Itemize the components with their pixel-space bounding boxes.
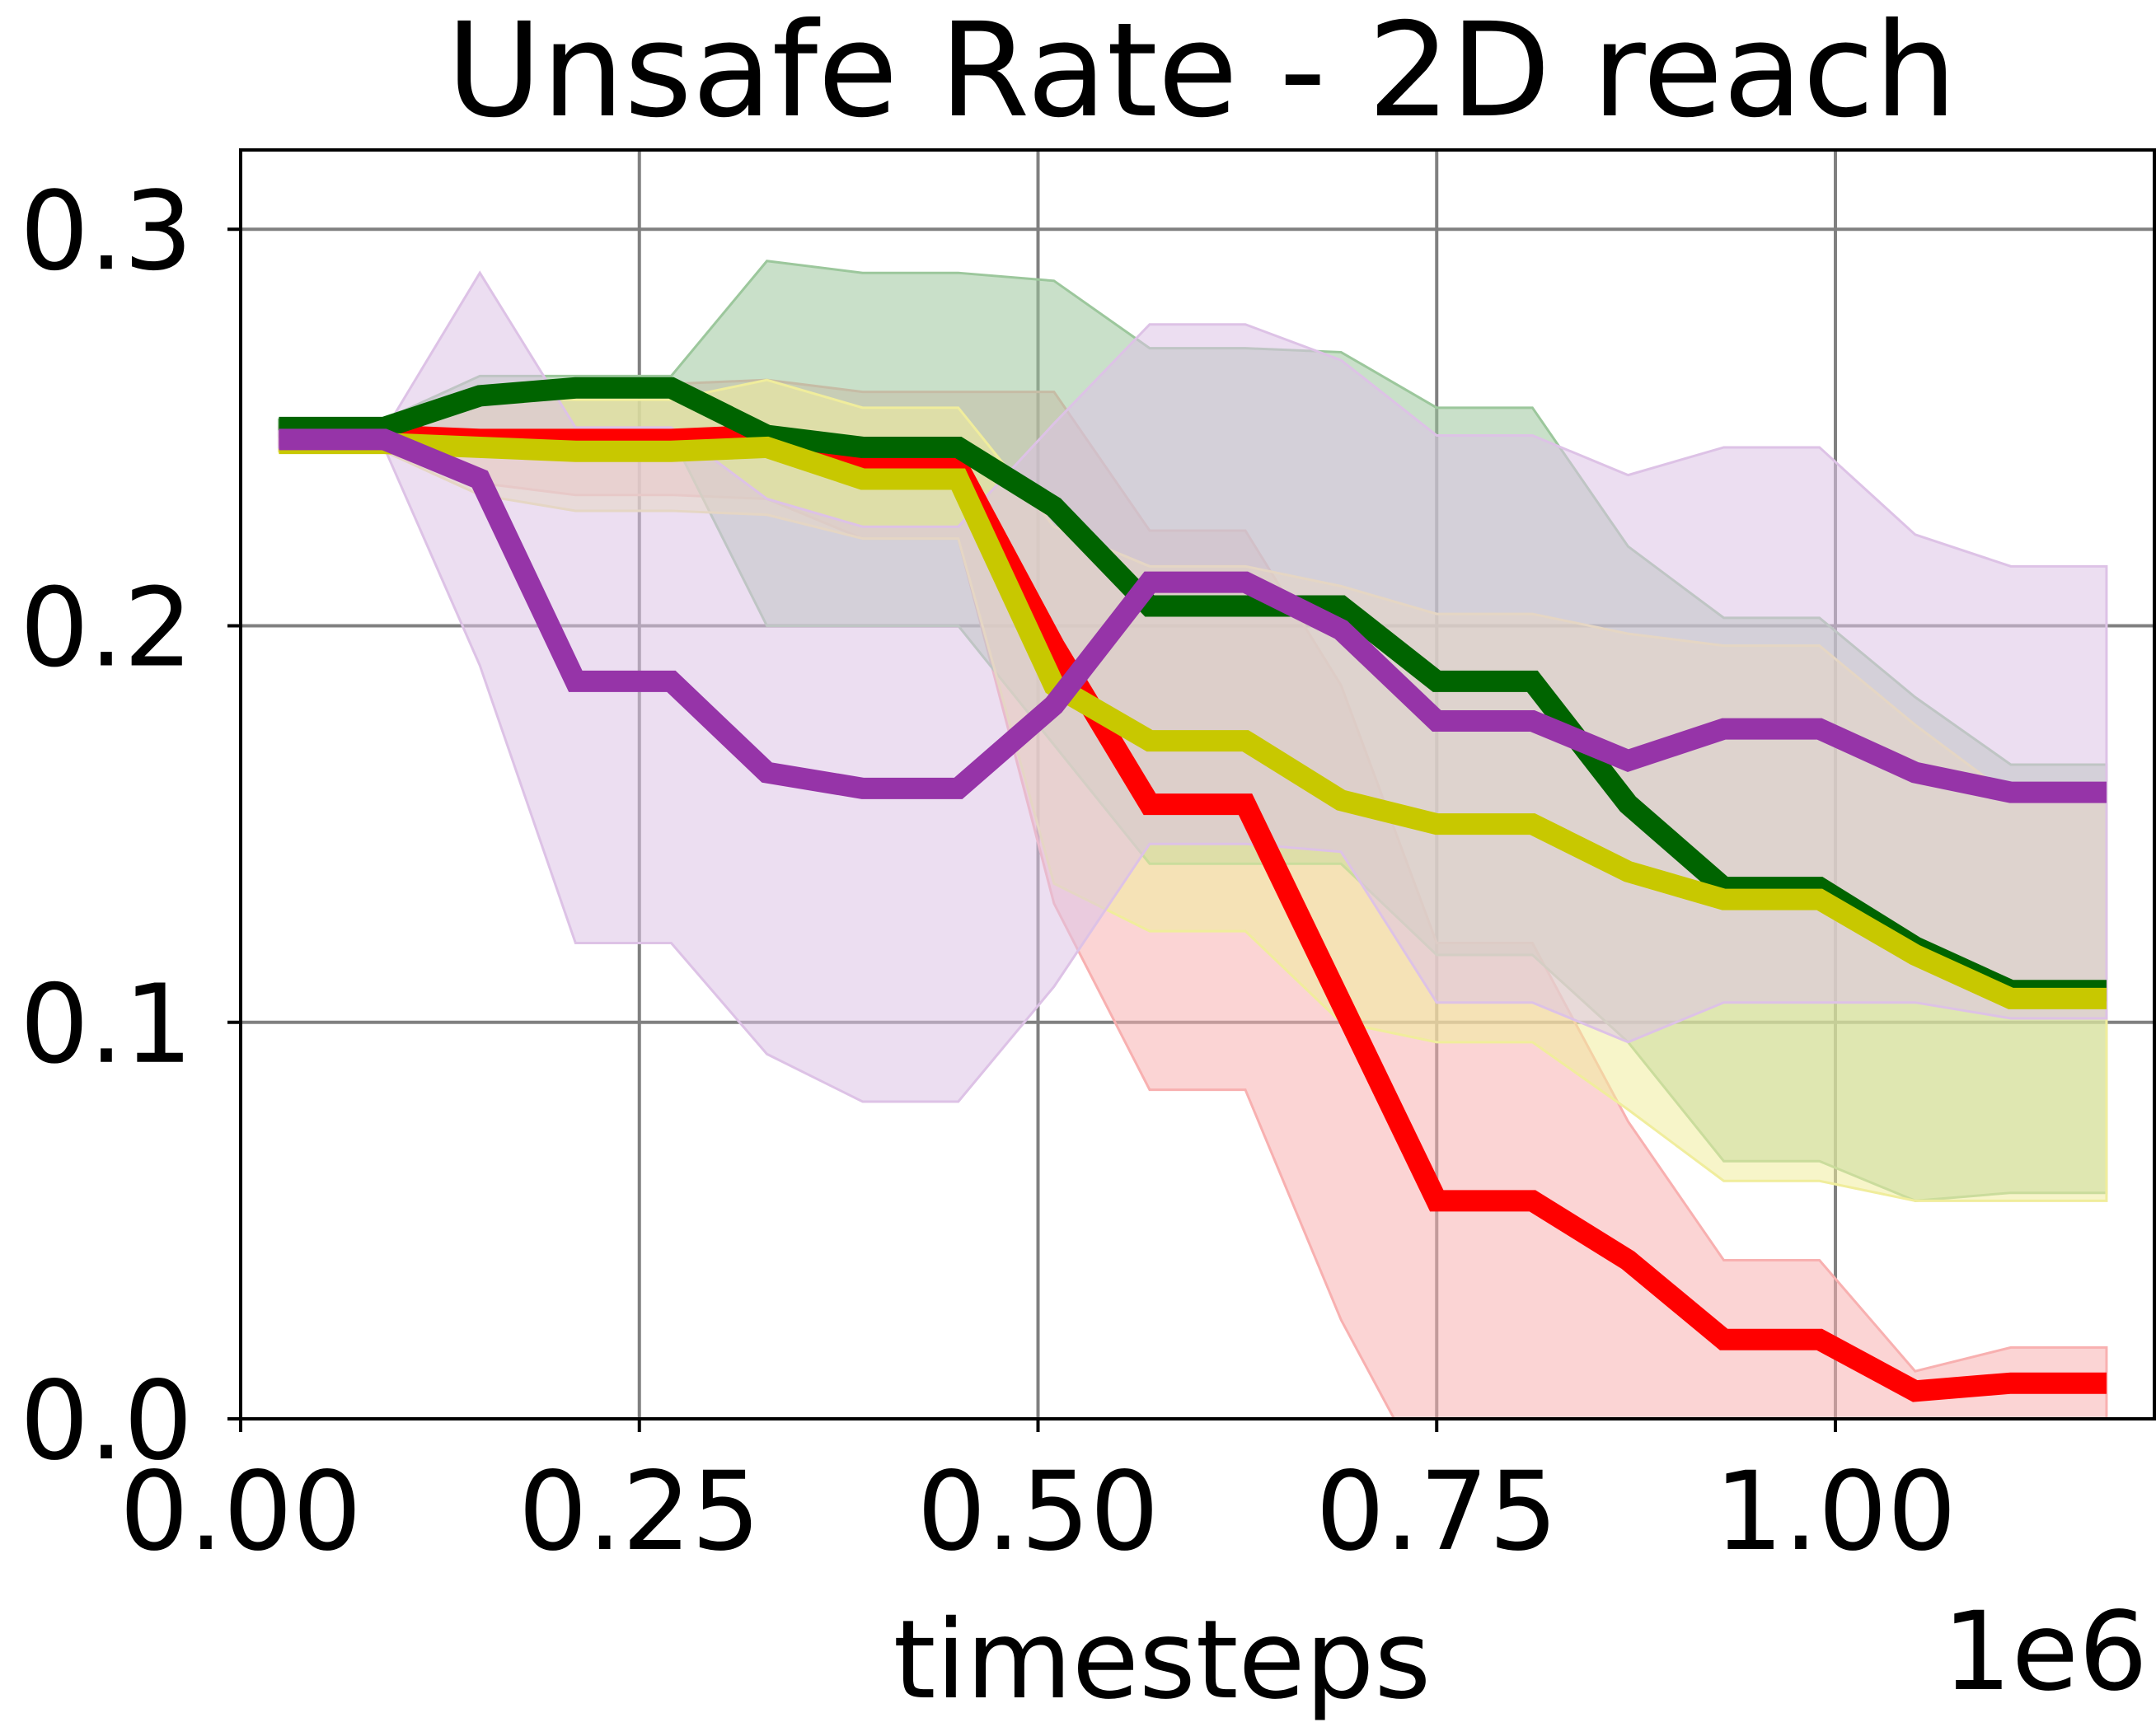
y-tick-label: 0.0 [20,1358,193,1485]
series-4-line [279,428,2107,803]
x-tick-label: 0.00 [120,1449,362,1575]
x-tick-label: 1.00 [1714,1449,1957,1575]
y-tick-label: 0.2 [20,565,193,692]
series-3-line [279,433,2107,1009]
chart-title: Unsafe Rate - 2D reach [447,0,1957,147]
series-2-line [279,377,2107,1002]
x-tick-label: 0.75 [1315,1449,1558,1575]
plot-frame [239,148,2156,1420]
series-4-band [277,270,2108,1103]
series-lines [279,377,2107,1402]
x-tick-label: 0.50 [917,1449,1160,1575]
x-axis-offset-label: 1e6 [1943,1589,2148,1715]
x-tick-label: 0.25 [518,1449,761,1575]
confidence-bands [277,260,2108,1419]
x-axis-label: timesteps [893,1597,1432,1724]
y-tick-label: 0.1 [20,962,193,1088]
series-1-line [279,424,2107,1402]
y-tick-label: 0.3 [20,168,193,295]
axis-ticks: 0.00 0.25 0.50 0.75 1.00 0.0 0.1 0.2 0.3 [20,168,1957,1575]
